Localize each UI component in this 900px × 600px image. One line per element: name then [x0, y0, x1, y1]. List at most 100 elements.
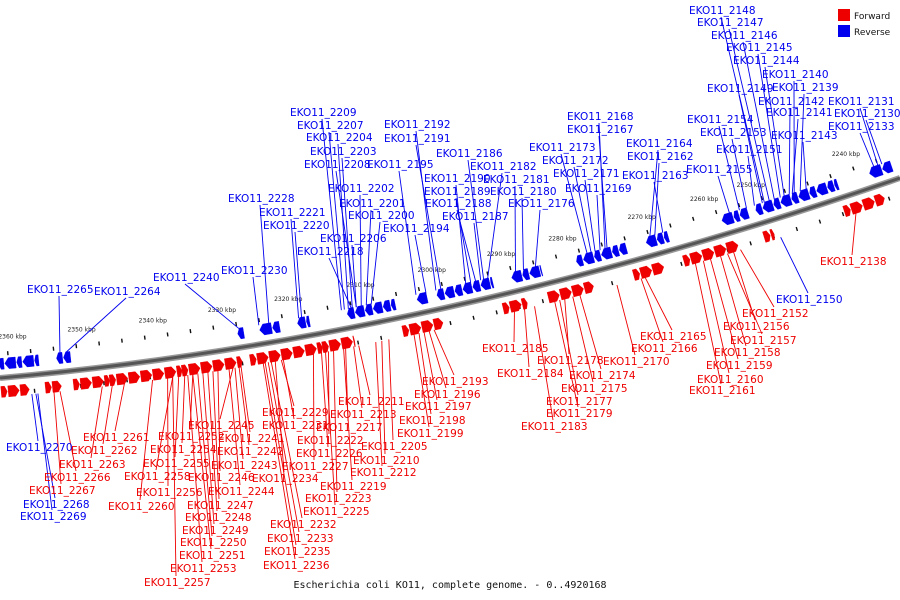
- gene-label-eko11-2194[interactable]: EKO11_2194: [383, 223, 450, 235]
- gene-label-eko11-2208[interactable]: EKO11_2208: [304, 159, 371, 171]
- gene-label-eko11-2171[interactable]: EKO11_2171: [553, 168, 620, 180]
- gene-label-eko11-2163[interactable]: EKO11_2163: [622, 170, 689, 182]
- gene-label-eko11-2232[interactable]: EKO11_2232: [270, 519, 337, 531]
- gene-label-eko11-2139[interactable]: EKO11_2139: [772, 82, 839, 94]
- gene-label-eko11-2150[interactable]: EKO11_2150: [776, 294, 843, 306]
- gene-label-eko11-2167[interactable]: EKO11_2167: [567, 124, 634, 136]
- gene-label-eko11-2144[interactable]: EKO11_2144: [733, 55, 800, 67]
- gene-label-eko11-2227[interactable]: EKO11_2227: [282, 461, 349, 473]
- gene-label-eko11-2254[interactable]: EKO11_2254: [150, 444, 217, 456]
- gene-label-eko11-2250[interactable]: EKO11_2250: [180, 537, 247, 549]
- gene-label-eko11-2205[interactable]: EKO11_2205: [361, 441, 428, 453]
- gene-label-eko11-2142[interactable]: EKO11_2142: [758, 96, 825, 108]
- gene-label-eko11-2206[interactable]: EKO11_2206: [320, 233, 387, 245]
- gene-label-eko11-2253[interactable]: EKO11_2253: [170, 563, 237, 575]
- gene-label-eko11-2270[interactable]: EKO11_2270: [6, 442, 73, 454]
- gene-label-eko11-2209[interactable]: EKO11_2209: [290, 107, 357, 119]
- gene-label-eko11-2131[interactable]: EKO11_2131: [828, 96, 895, 108]
- gene-label-eko11-2261[interactable]: EKO11_2261: [83, 432, 150, 444]
- gene-label-eko11-2181[interactable]: EKO11_2181: [483, 174, 550, 186]
- gene-label-eko11-2148[interactable]: EKO11_2148: [689, 5, 756, 17]
- gene-label-eko11-2198[interactable]: EKO11_2198: [399, 415, 466, 427]
- gene-label-eko11-2236[interactable]: EKO11_2236: [263, 560, 330, 572]
- gene-label-eko11-2166[interactable]: EKO11_2166: [631, 343, 698, 355]
- gene-label-eko11-2169[interactable]: EKO11_2169: [565, 183, 632, 195]
- gene-label-eko11-2252[interactable]: EKO11_2252: [158, 431, 225, 443]
- gene-label-eko11-2228[interactable]: EKO11_2228: [228, 193, 295, 205]
- gene-label-eko11-2229[interactable]: EKO11_2229: [262, 407, 329, 419]
- gene-label-eko11-2156[interactable]: EKO11_2156: [723, 321, 790, 333]
- gene-label-eko11-2151[interactable]: EKO11_2151: [716, 144, 783, 156]
- gene-label-eko11-2263[interactable]: EKO11_2263: [59, 459, 126, 471]
- gene-label-eko11-2267[interactable]: EKO11_2267: [29, 485, 96, 497]
- gene-label-eko11-2203[interactable]: EKO11_2203: [310, 146, 377, 158]
- gene-label-eko11-2268[interactable]: EKO11_2268: [23, 499, 90, 511]
- gene-label-eko11-2186[interactable]: EKO11_2186: [436, 148, 503, 160]
- gene-label-eko11-2182[interactable]: EKO11_2182: [470, 161, 537, 173]
- gene-label-eko11-2191[interactable]: EKO11_2191: [384, 133, 451, 145]
- gene-label-eko11-2258[interactable]: EKO11_2258: [124, 471, 191, 483]
- gene-label-eko11-2226[interactable]: EKO11_2226: [296, 448, 363, 460]
- gene-label-eko11-2265[interactable]: EKO11_2265: [27, 284, 94, 296]
- gene-label-eko11-2210[interactable]: EKO11_2210: [353, 455, 420, 467]
- gene-label-eko11-2242[interactable]: EKO11_2242: [217, 446, 284, 458]
- gene-label-eko11-2140[interactable]: EKO11_2140: [762, 69, 829, 81]
- gene-label-eko11-2176[interactable]: EKO11_2176: [508, 198, 575, 210]
- gene-label-eko11-2249[interactable]: EKO11_2249: [182, 525, 249, 537]
- gene-label-eko11-2251[interactable]: EKO11_2251: [179, 550, 246, 562]
- gene-label-eko11-2200[interactable]: EKO11_2200: [348, 210, 415, 222]
- gene-label-eko11-2133[interactable]: EKO11_2133: [828, 121, 895, 133]
- gene-label-eko11-2170[interactable]: EKO11_2170: [603, 356, 670, 368]
- gene-label-eko11-2130[interactable]: EKO11_2130: [834, 108, 900, 120]
- gene-label-eko11-2162[interactable]: EKO11_2162: [627, 151, 694, 163]
- gene-label-eko11-2172[interactable]: EKO11_2172: [542, 155, 609, 167]
- gene-label-eko11-2179[interactable]: EKO11_2179: [546, 408, 613, 420]
- gene-label-eko11-2187[interactable]: EKO11_2187: [442, 211, 509, 223]
- gene-label-eko11-2223[interactable]: EKO11_2223: [305, 493, 372, 505]
- gene-label-eko11-2145[interactable]: EKO11_2145: [726, 42, 793, 54]
- gene-label-eko11-2245[interactable]: EKO11_2245: [188, 420, 255, 432]
- gene-label-eko11-2195[interactable]: EKO11_2195: [367, 159, 434, 171]
- gene-label-eko11-2233[interactable]: EKO11_2233: [267, 533, 334, 545]
- gene-label-eko11-2225[interactable]: EKO11_2225: [303, 506, 370, 518]
- gene-label-eko11-2218[interactable]: EKO11_2218: [297, 246, 364, 258]
- gene-label-eko11-2185[interactable]: EKO11_2185: [482, 343, 549, 355]
- gene-label-eko11-2212[interactable]: EKO11_2212: [350, 467, 417, 479]
- gene-label-eko11-2146[interactable]: EKO11_2146: [711, 30, 778, 42]
- gene-label-eko11-2211[interactable]: EKO11_2211: [338, 396, 405, 408]
- gene-label-eko11-2213[interactable]: EKO11_2213: [330, 409, 397, 421]
- gene-label-eko11-2221[interactable]: EKO11_2221: [259, 207, 326, 219]
- gene-label-eko11-2175[interactable]: EKO11_2175: [561, 383, 628, 395]
- gene-label-eko11-2240[interactable]: EKO11_2240: [153, 272, 220, 284]
- gene-label-eko11-2158[interactable]: EKO11_2158: [714, 347, 781, 359]
- gene-label-eko11-2143[interactable]: EKO11_2143: [771, 130, 838, 142]
- gene-label-eko11-2257[interactable]: EKO11_2257: [144, 577, 211, 589]
- gene-label-eko11-2243[interactable]: EKO11_2243: [211, 460, 278, 472]
- gene-label-eko11-2184[interactable]: EKO11_2184: [497, 368, 564, 380]
- gene-label-eko11-2246[interactable]: EKO11_2246: [188, 472, 255, 484]
- gene-label-eko11-2160[interactable]: EKO11_2160: [697, 374, 764, 386]
- gene-label-eko11-2244[interactable]: EKO11_2244: [208, 486, 275, 498]
- gene-label-eko11-2141[interactable]: EKO11_2141: [766, 107, 833, 119]
- gene-label-eko11-2220[interactable]: EKO11_2220: [263, 220, 330, 232]
- gene-label-eko11-2247[interactable]: EKO11_2247: [187, 500, 254, 512]
- gene-label-eko11-2204[interactable]: EKO11_2204: [306, 132, 373, 144]
- gene-label-eko11-2183[interactable]: EKO11_2183: [521, 421, 588, 433]
- gene-label-eko11-2196[interactable]: EKO11_2196: [414, 389, 481, 401]
- gene-label-eko11-2180[interactable]: EKO11_2180: [490, 186, 557, 198]
- gene-label-eko11-2168[interactable]: EKO11_2168: [567, 111, 634, 123]
- gene-label-eko11-2164[interactable]: EKO11_2164: [626, 138, 693, 150]
- gene-label-eko11-2269[interactable]: EKO11_2269: [20, 511, 87, 523]
- gene-label-eko11-2248[interactable]: EKO11_2248: [185, 512, 252, 524]
- gene-label-eko11-2219[interactable]: EKO11_2219: [320, 481, 387, 493]
- gene-label-eko11-2201[interactable]: EKO11_2201: [339, 198, 406, 210]
- gene-label-eko11-2159[interactable]: EKO11_2159: [706, 360, 773, 372]
- gene-label-eko11-2173[interactable]: EKO11_2173: [529, 142, 596, 154]
- gene-label-eko11-2235[interactable]: EKO11_2235: [264, 546, 331, 558]
- gene-label-eko11-2193[interactable]: EKO11_2193: [422, 376, 489, 388]
- gene-label-eko11-2152[interactable]: EKO11_2152: [742, 308, 809, 320]
- gene-label-eko11-2260[interactable]: EKO11_2260: [108, 501, 175, 513]
- gene-label-eko11-2256[interactable]: EKO11_2256: [136, 487, 203, 499]
- gene-label-eko11-2192[interactable]: EKO11_2192: [384, 119, 451, 131]
- gene-label-eko11-2174[interactable]: EKO11_2174: [569, 370, 636, 382]
